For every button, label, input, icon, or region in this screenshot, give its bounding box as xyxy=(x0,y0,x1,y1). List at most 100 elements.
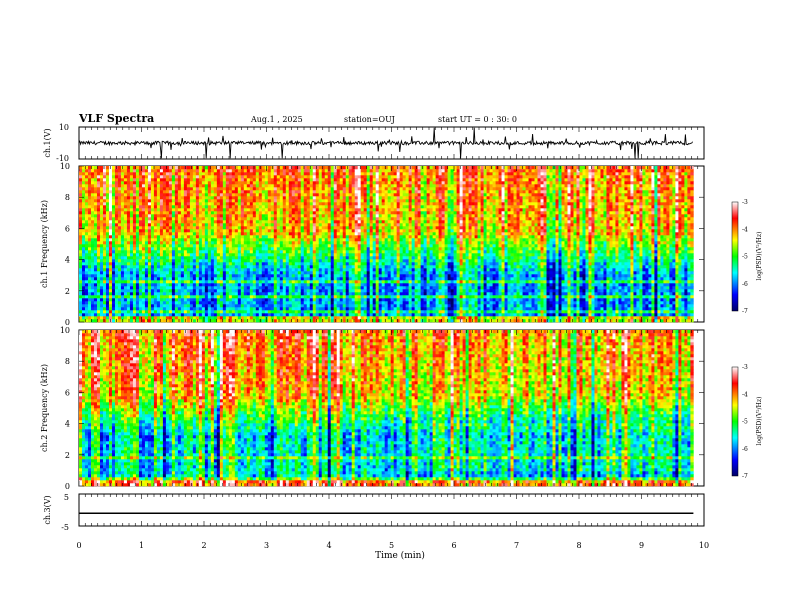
spectrogram-cell xyxy=(273,250,278,254)
spectrogram-cell xyxy=(195,262,200,266)
spectrogram-cell xyxy=(165,205,170,209)
spectrogram-cell xyxy=(273,181,278,185)
spectrogram-cell xyxy=(159,208,164,212)
spectrogram-cell xyxy=(336,214,341,218)
spectrogram-cell xyxy=(258,259,263,263)
spectrogram-cell xyxy=(261,274,266,278)
spectrogram-cell xyxy=(168,298,173,302)
spectrogram-cell xyxy=(99,235,104,239)
spectrogram-cell xyxy=(174,292,179,296)
spectrogram-cell xyxy=(249,193,254,197)
spectrogram-cell xyxy=(246,277,251,281)
spectrogram-cell xyxy=(126,319,131,323)
spectrogram-cell xyxy=(225,310,230,314)
spectrogram-cell xyxy=(222,244,227,248)
spectrogram-cell xyxy=(324,286,329,290)
spectrogram-cell xyxy=(252,304,257,308)
spectrogram-cell xyxy=(204,262,209,266)
spectrogram-cell xyxy=(210,190,215,194)
spectrogram-cell xyxy=(222,295,227,299)
spectrogram-cell xyxy=(144,217,149,221)
spectrogram-cell xyxy=(282,184,287,188)
spectrogram-cell xyxy=(84,196,89,200)
spectrogram-cell xyxy=(267,205,272,209)
spectrogram-cell xyxy=(144,190,149,194)
spectrogram-cell xyxy=(111,220,116,224)
spectrogram-cell xyxy=(93,283,98,287)
spectrogram-cell xyxy=(198,172,203,176)
spectrogram-cell xyxy=(252,268,257,272)
spectrogram-cell xyxy=(192,190,197,194)
spectrogram-cell xyxy=(237,289,242,293)
spectrogram-cell xyxy=(123,283,128,287)
spectrogram-cell xyxy=(231,319,236,323)
spectrogram-cell xyxy=(189,211,194,215)
spectrogram-cell xyxy=(138,178,143,182)
spectrogram-cell xyxy=(252,289,257,293)
spectrogram-cell xyxy=(183,313,188,317)
spectrogram-cell xyxy=(285,271,290,275)
spectrogram-cell xyxy=(336,283,341,287)
spectrogram-cell xyxy=(123,205,128,209)
spectrogram-cell xyxy=(189,262,194,266)
spectrogram-cell xyxy=(246,169,251,173)
spectrogram-cell xyxy=(189,265,194,269)
spectrogram-cell xyxy=(189,307,194,311)
spectrogram-cell xyxy=(225,265,230,269)
spectrogram-cell xyxy=(135,319,140,323)
spectrogram-cell xyxy=(294,274,299,278)
spectrogram-cell xyxy=(126,193,131,197)
spectrogram-cell xyxy=(177,184,182,188)
spectrogram-cell xyxy=(294,199,299,203)
spectrogram-cell xyxy=(108,196,113,200)
spectrogram-cell xyxy=(168,316,173,320)
spectrogram-cell xyxy=(90,232,95,236)
spectrogram-cell xyxy=(279,220,284,224)
spectrogram-cell xyxy=(120,232,125,236)
spectrogram-cell xyxy=(345,217,350,221)
spectrogram-cell xyxy=(207,289,212,293)
spectrogram-cell xyxy=(339,181,344,185)
spectrogram-cell xyxy=(300,250,305,254)
spectrogram-cell xyxy=(288,196,293,200)
spectrogram-cell xyxy=(168,307,173,311)
spectrogram-cell xyxy=(129,238,134,242)
spectrogram-cell xyxy=(276,307,281,311)
spectrogram-cell xyxy=(261,223,266,227)
spectrogram-cell xyxy=(168,169,173,173)
spectrogram-cell xyxy=(132,187,137,191)
spectrogram-cell xyxy=(222,229,227,233)
spectrogram-cell xyxy=(87,175,92,179)
spectrogram-cell xyxy=(189,277,194,281)
spectrogram-cell xyxy=(210,214,215,218)
spectrogram-cell xyxy=(210,223,215,227)
spectrogram-cell xyxy=(123,316,128,320)
spectrogram-cell xyxy=(102,205,107,209)
spectrogram-cell xyxy=(237,214,242,218)
spectrogram-cell xyxy=(288,235,293,239)
spectrogram-cell xyxy=(285,226,290,230)
spectrogram-cell xyxy=(258,211,263,215)
spectrogram-cell xyxy=(219,289,224,293)
spectrogram-cell xyxy=(258,298,263,302)
spectrogram-cell xyxy=(348,190,353,194)
spectrogram-cell xyxy=(267,187,272,191)
spectrogram-cell xyxy=(138,298,143,302)
spectrogram-cell xyxy=(105,271,110,275)
spectrogram-cell xyxy=(213,304,218,308)
spectrogram-cell xyxy=(192,232,197,236)
spectrogram-cell xyxy=(324,208,329,212)
spectrogram-cell xyxy=(117,289,122,293)
spectrogram-cell xyxy=(102,169,107,173)
spectrogram-cell xyxy=(207,301,212,305)
spectrogram-cell xyxy=(315,259,320,263)
spectrogram-cell xyxy=(315,292,320,296)
spectrogram-cell xyxy=(126,169,131,173)
spectrogram-cell xyxy=(291,271,296,275)
spectrogram-cell xyxy=(324,199,329,203)
spectrogram-cell xyxy=(240,175,245,179)
spectrogram-cell xyxy=(327,313,332,317)
spectrogram-cell xyxy=(93,259,98,263)
spectrogram-cell xyxy=(153,265,158,269)
spectrogram-cell xyxy=(144,220,149,224)
